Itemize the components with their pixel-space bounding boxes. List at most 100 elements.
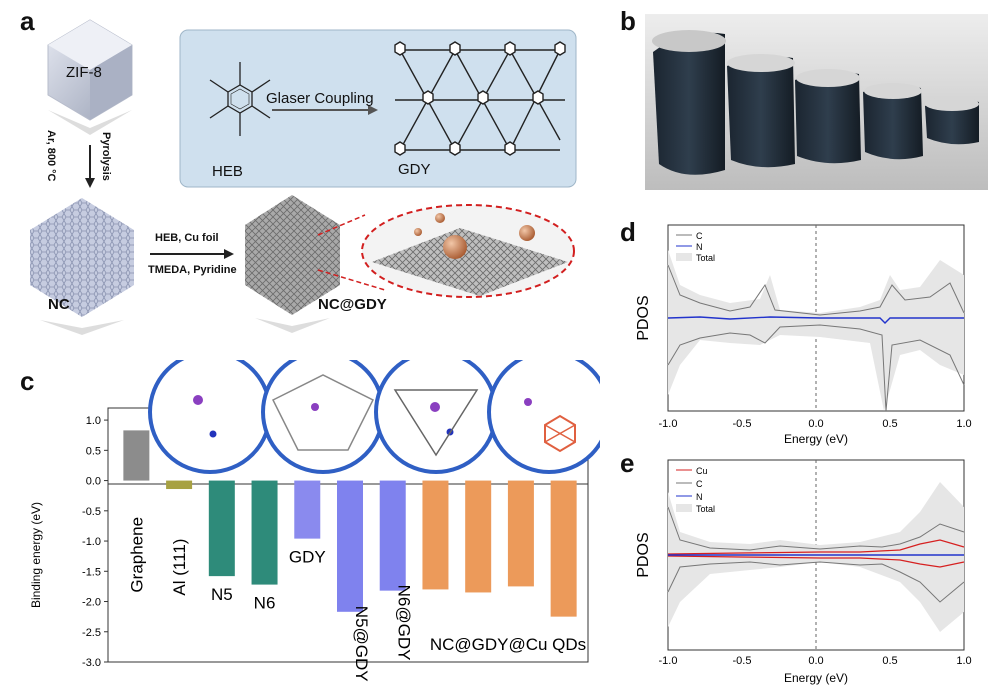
x-tick-label: 0.0: [808, 418, 823, 430]
bar: [251, 480, 278, 585]
bar: [337, 480, 363, 612]
x-tick-label: 1.0: [956, 655, 971, 667]
pdos-chart-e: Cu C N Total -1.0 -0.5 0.0 0.5 1.0 Energ…: [635, 459, 972, 685]
y-tick-label: -0.5: [82, 506, 101, 518]
bar: [294, 480, 321, 539]
legend-label: C: [696, 479, 703, 489]
bar: [465, 480, 492, 593]
y-axis-label: PDOS: [635, 532, 652, 577]
x-axis-label: Energy (eV): [784, 671, 848, 685]
x-tick-label: 1.0: [956, 418, 971, 430]
y-tick-label: -2.0: [82, 597, 101, 609]
legend: C N Total: [676, 231, 715, 263]
pdos-chart-d: C N Total -1.0 -0.5 0.0 0.5 1.0 Energy (…: [635, 224, 972, 446]
y-tick-label: -3.0: [82, 657, 101, 669]
bar-label: N6@GDY: [395, 585, 414, 661]
legend-label: Total: [696, 253, 715, 263]
total-pdos-area: [668, 482, 964, 632]
panel-letter-e: e: [620, 448, 635, 478]
binding-energy-chart: 1.0 0.5 0.0 -0.5 -1.0 -1.5 -2.0 -2.5 -3.0 Graphe…: [29, 360, 600, 682]
x-tick-label: -1.0: [659, 655, 678, 667]
nc-gdy-label: NC@GDY: [318, 296, 387, 313]
bar: [379, 480, 406, 591]
y-axis-label: PDOS: [635, 295, 652, 340]
cu-qds-group-label: NC@GDY@Cu QDs: [430, 635, 586, 654]
x-ticks: -1.0 -0.5 0.0 0.5 1.0: [659, 655, 972, 667]
legend-swatch: [676, 253, 692, 261]
foil-roll: [795, 69, 861, 164]
cu-pdos-down: [667, 555, 965, 568]
structure-bubble: [261, 360, 385, 474]
y-tick-label: 0.5: [86, 445, 101, 457]
gdy-network: [394, 41, 566, 156]
x-tick-label: 0.5: [882, 418, 897, 430]
reagents-bottom-label: TMEDA, Pyridine: [148, 264, 237, 276]
nc-label: NC: [48, 296, 70, 313]
x-tick-label: 0.5: [882, 655, 897, 667]
x-tick-label: -0.5: [733, 655, 752, 667]
n-pdos: [667, 316, 964, 324]
cu-nanoparticle: [414, 228, 422, 236]
glaser-inset: [179, 29, 577, 188]
y-tick-label: -1.5: [82, 566, 101, 578]
structure-bubble: [148, 360, 272, 474]
panel-letter-c: c: [20, 366, 35, 396]
nc-gdy-crystal: [245, 195, 340, 333]
ar-temp-label: Ar, 800 °C: [45, 130, 57, 182]
y-tick-label: -2.5: [82, 627, 101, 639]
zif8-label: ZIF-8: [66, 64, 102, 81]
x-tick-label: -1.0: [659, 418, 678, 430]
panel-a-illustration: [30, 19, 577, 335]
legend: Cu C N Total: [676, 466, 715, 514]
zif8-crystal: [47, 19, 133, 135]
nc-crystal: [30, 198, 134, 335]
reagents-top-label: HEB, Cu foil: [155, 232, 219, 244]
legend-label: N: [696, 492, 703, 502]
legend-label: Cu: [696, 466, 708, 476]
c-pdos-down: [667, 561, 965, 603]
bar-label: N5@GDY: [352, 606, 371, 682]
gdy-label: GDY: [398, 161, 431, 178]
legend-swatch: [676, 504, 692, 512]
c-pdos-up: [667, 264, 965, 316]
foil-roll: [863, 83, 923, 160]
bar-label: GDY: [289, 548, 326, 567]
x-ticks: -1.0 -0.5 0.0 0.5 1.0: [659, 418, 972, 430]
bar-label: N5: [211, 585, 233, 604]
c-pdos-up: [667, 506, 965, 551]
legend-label: N: [696, 242, 703, 252]
x-axis-label: Energy (eV): [784, 432, 848, 446]
bar: [123, 430, 150, 481]
panel-letter-d: d: [620, 217, 636, 247]
panel-letter-b: b: [620, 6, 636, 36]
bar: [166, 480, 193, 490]
structure-bubble: [374, 360, 498, 474]
cu-pdos-up: [667, 539, 965, 555]
foil-roll: [727, 54, 795, 168]
legend-label: C: [696, 231, 703, 241]
heb-molecule: [209, 62, 271, 136]
y-tick-label: 1.0: [86, 415, 101, 427]
structure-bubble: [487, 360, 600, 474]
foil-roll: [925, 97, 979, 145]
y-tick-label: 0.0: [86, 476, 101, 488]
foil-roll: [652, 30, 726, 175]
c-pdos-down: [667, 324, 965, 412]
cu-nanoparticle: [443, 235, 467, 259]
cu-nanoparticle: [519, 225, 535, 241]
bar-label: Al (111): [170, 539, 189, 596]
glaser-coupling-label: Glaser Coupling: [266, 90, 374, 107]
bar: [422, 480, 449, 590]
legend-label: Total: [696, 504, 715, 514]
x-tick-label: -0.5: [733, 418, 752, 430]
panel-b-photo: [645, 14, 988, 190]
pyrolysis-label: Pyrolysis: [100, 132, 112, 181]
x-tick-label: 0.0: [808, 655, 823, 667]
bar: [550, 480, 577, 617]
panel-letter-a: a: [20, 6, 35, 36]
bar: [208, 480, 235, 577]
heb-label: HEB: [212, 163, 243, 180]
bar-label: N6: [254, 594, 276, 613]
bar: [507, 480, 534, 587]
y-axis-label: Binding energy (eV): [29, 502, 43, 608]
